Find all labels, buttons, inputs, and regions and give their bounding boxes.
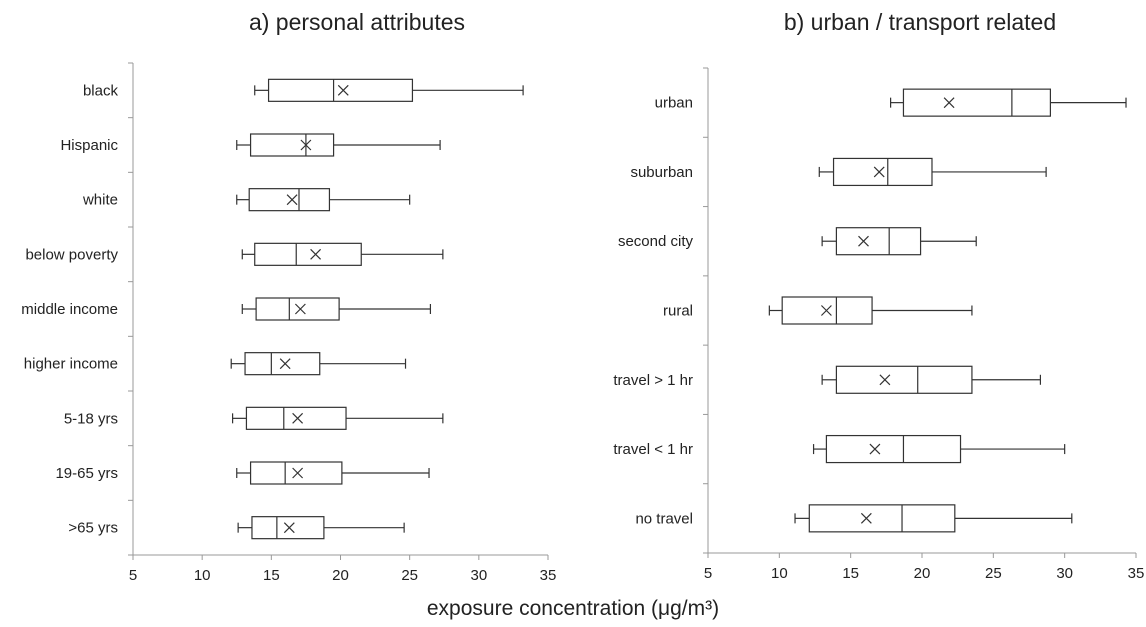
box-travel-1-hr: travel < 1 hr — [613, 434, 1066, 464]
box-black: black — [83, 78, 524, 102]
mean-marker — [820, 305, 832, 316]
panel-b-urban-transport-related: b) urban / transport related 5 10 15 20 25 30 3… — [613, 9, 1144, 582]
category-label: black — [83, 82, 119, 99]
box-no-travel: no travel — [635, 504, 1073, 533]
mean-marker — [943, 97, 955, 109]
iqr-box — [251, 516, 325, 540]
mean-marker — [873, 166, 885, 178]
iqr-box — [244, 352, 321, 376]
x-tick-label: 20 — [914, 565, 931, 582]
iqr-box — [248, 188, 331, 212]
iqr-box — [245, 406, 347, 430]
category-label: urban — [655, 95, 693, 112]
x-tick-label: 25 — [985, 565, 1002, 582]
mean-marker — [310, 248, 322, 260]
box-rural: rural — [663, 296, 973, 325]
x-tick-label: 15 — [842, 565, 859, 582]
mean-marker — [286, 194, 298, 206]
category-label: no travel — [635, 510, 693, 527]
box-hispanic: Hispanic — [60, 133, 441, 157]
x-tick-label: 35 — [1128, 565, 1145, 582]
chart-title: a) personal attributes — [249, 9, 465, 35]
category-label: Hispanic — [60, 137, 118, 154]
mean-marker — [337, 84, 349, 96]
panel-a-personal-attributes: a) personal attributes 5 10 15 20 25 30 35 black… — [21, 9, 556, 584]
mean-marker — [292, 412, 304, 424]
box-19-65-yrs: 19-65 yrs — [55, 461, 430, 485]
mean-marker — [292, 467, 304, 479]
category-label: second city — [618, 233, 694, 250]
x-axis-label: exposure concentration (μg/m³) — [427, 597, 719, 620]
iqr-box — [835, 227, 922, 256]
x-tick-label: 5 — [129, 567, 137, 584]
box-middle-income: middle income — [21, 297, 432, 321]
x-tick-label: 30 — [1056, 565, 1073, 582]
iqr-box — [249, 461, 343, 485]
x-tick-label: 10 — [771, 565, 788, 582]
category-label: 19-65 yrs — [55, 465, 118, 482]
box-65-yrs: >65 yrs — [68, 516, 405, 540]
category-label: travel > 1 hr — [613, 372, 693, 389]
category-label: higher income — [24, 356, 118, 373]
category-label: below poverty — [25, 246, 118, 263]
iqr-box — [825, 434, 962, 464]
iqr-box — [249, 133, 335, 157]
mean-marker — [879, 374, 891, 386]
mean-marker — [858, 235, 869, 247]
mean-marker — [279, 358, 291, 370]
category-label: suburban — [630, 164, 693, 181]
box-urban: urban — [655, 88, 1127, 117]
x-tick-label: 25 — [401, 567, 418, 584]
x-tick-label: 15 — [263, 567, 280, 584]
category-label: white — [82, 192, 118, 209]
box-travel-1-hr: travel > 1 hr — [613, 365, 1042, 394]
category-label: >65 yrs — [68, 520, 118, 537]
category-label: 5-18 yrs — [64, 410, 118, 427]
iqr-box — [255, 297, 340, 321]
box-higher-income: higher income — [24, 352, 407, 376]
mean-marker — [283, 522, 295, 534]
chart-title: b) urban / transport related — [784, 9, 1056, 35]
iqr-box — [808, 504, 956, 533]
category-label: middle income — [21, 301, 118, 318]
iqr-box — [267, 78, 414, 102]
box-white: white — [82, 188, 411, 212]
x-tick-label: 30 — [470, 567, 487, 584]
box-5-18-yrs: 5-18 yrs — [64, 406, 444, 430]
iqr-box — [902, 88, 1051, 117]
mean-marker — [294, 303, 306, 315]
x-tick-label: 35 — [540, 567, 557, 584]
iqr-box — [835, 365, 973, 394]
iqr-box — [254, 242, 362, 266]
category-label: rural — [663, 303, 693, 320]
x-tick-label: 10 — [194, 567, 211, 584]
mean-marker — [300, 139, 312, 151]
mean-marker — [869, 443, 881, 455]
x-tick-label: 5 — [704, 565, 712, 582]
mean-marker — [860, 512, 872, 524]
box-below-poverty: below poverty — [25, 242, 444, 266]
box-suburban: suburban — [630, 157, 1047, 187]
iqr-box — [832, 157, 933, 187]
x-tick-label: 20 — [332, 567, 349, 584]
box-second-city: second city — [618, 227, 977, 256]
category-label: travel < 1 hr — [613, 441, 693, 458]
